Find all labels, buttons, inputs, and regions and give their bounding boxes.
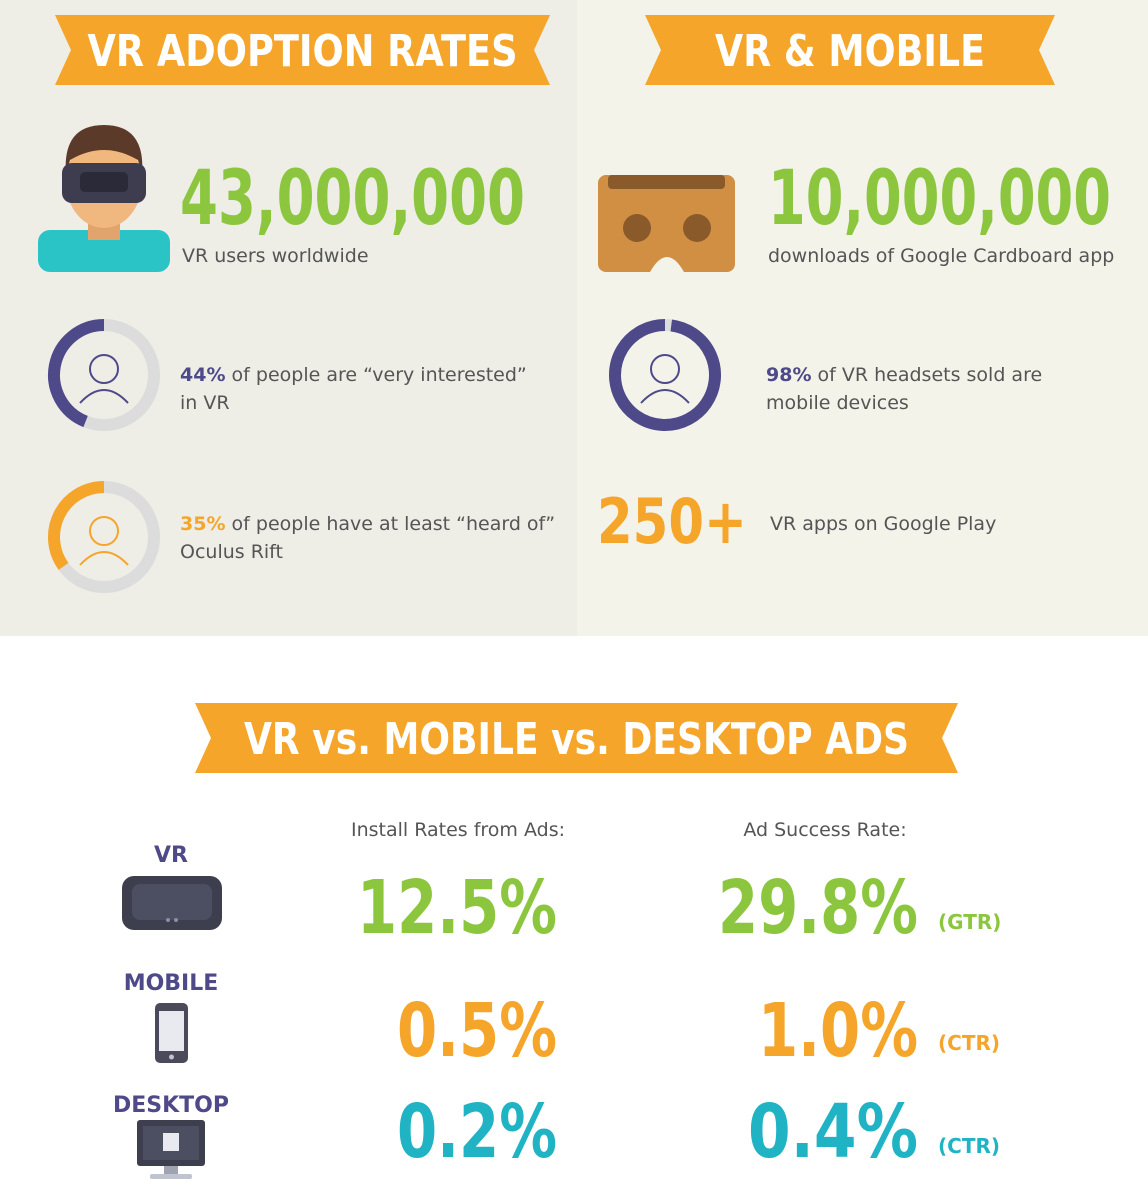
phone-icon (155, 1003, 188, 1063)
install-rate: 12.5% (357, 865, 557, 951)
row-label: MOBILE (124, 971, 219, 996)
stat-line: of people have at least “heard of” (232, 513, 556, 535)
success-rate: 29.8% (718, 865, 918, 951)
row-label: DESKTOP (113, 1093, 229, 1118)
ring-icon (89, 516, 119, 546)
row-label: VR (154, 843, 188, 868)
headline-number: 43,000,000 (180, 153, 525, 242)
vr-user-icon (38, 125, 170, 272)
stat-line: in VR (180, 392, 230, 414)
extra-caption: VR apps on Google Play (770, 513, 996, 535)
install-rate: 0.5% (397, 988, 557, 1074)
ring-arc (48, 481, 105, 570)
headline-number: 10,000,000 (768, 153, 1111, 242)
headline-caption: downloads of Google Cardboard app (768, 245, 1114, 267)
left-panel (0, 0, 577, 636)
install-rate: 0.2% (397, 1089, 557, 1175)
metric: (CTR) (938, 1134, 1000, 1158)
ring-icon (640, 389, 690, 404)
ring-icon (79, 551, 129, 566)
ring-icon (89, 354, 119, 384)
stat-line: Oculus Rift (180, 541, 283, 563)
stat-text: 98% of VR headsets sold are (766, 364, 1042, 386)
stat-highlight: 44% (180, 364, 225, 386)
banner-title: VR vs. MOBILE vs. DESKTOP ADS (244, 714, 909, 765)
banner-title: VR ADOPTION RATES (88, 26, 518, 77)
metric: (CTR) (938, 1031, 1000, 1055)
stat-line: of VR headsets sold are (818, 364, 1043, 386)
banner (645, 15, 1055, 85)
stat-highlight: 35% (180, 513, 225, 535)
right-panel (577, 0, 1148, 636)
stat-line: mobile devices (766, 392, 909, 414)
stat-text: 35% of people have at least “heard of” (180, 513, 555, 535)
metric: (GTR) (938, 910, 1001, 934)
column-header: Ad Success Rate: (743, 819, 906, 841)
extra-number: 250+ (597, 485, 747, 558)
stat-line: of people are “very interested” (232, 364, 527, 386)
stat-highlight: 98% (766, 364, 811, 386)
stat-text: 44% of people are “very interested” (180, 364, 527, 386)
headline-caption: VR users worldwide (182, 245, 369, 267)
column-header: Install Rates from Ads: (351, 819, 565, 841)
ring-icon (79, 389, 129, 404)
success-rate: 1.0% (758, 988, 918, 1074)
banner (195, 703, 958, 773)
desktop-icon (137, 1120, 205, 1179)
success-rate: 0.4% (748, 1089, 918, 1175)
vr-headset-icon (122, 876, 222, 930)
banner-title: VR & MOBILE (715, 26, 985, 77)
ring-arc (609, 319, 721, 431)
ring-arc (48, 319, 105, 428)
cardboard-icon (598, 175, 735, 272)
banner (55, 15, 550, 85)
ring-icon (650, 354, 680, 384)
